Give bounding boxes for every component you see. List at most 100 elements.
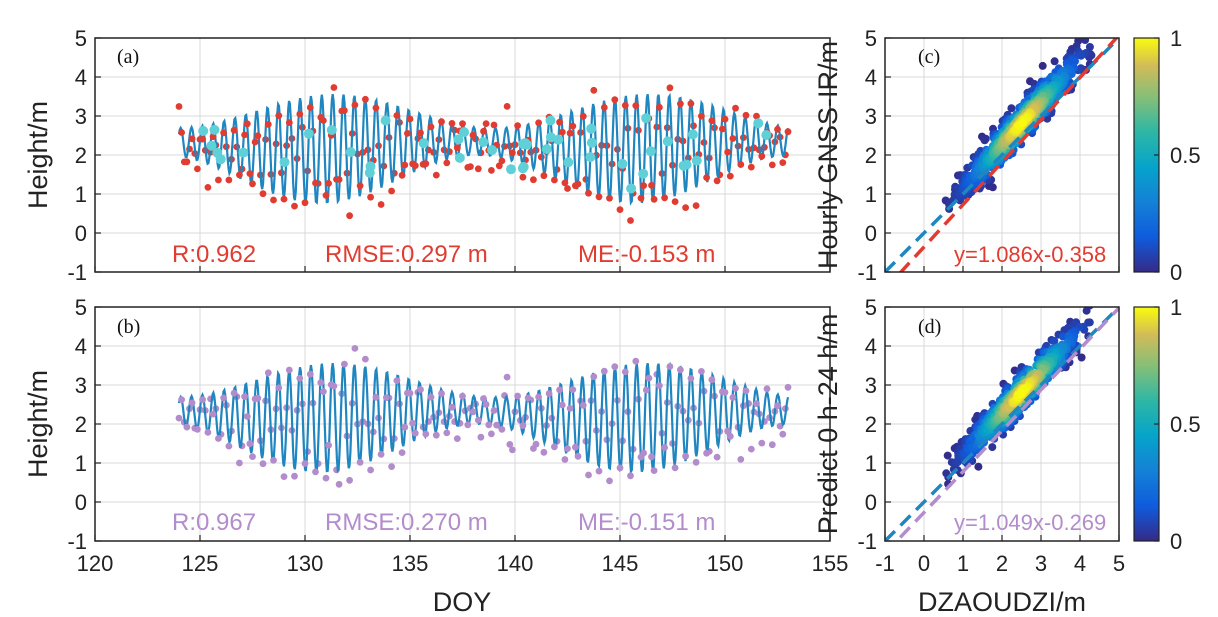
data-point (611, 363, 619, 371)
panel-d-label: (d) (918, 316, 941, 338)
data-point (459, 392, 466, 400)
data-point (199, 135, 207, 143)
data-point (236, 171, 243, 179)
data-point (682, 452, 689, 460)
panel-d-frame (884, 306, 1120, 542)
data-point (637, 194, 645, 202)
data-point (540, 172, 548, 180)
data-point (335, 480, 343, 488)
data-point (485, 421, 493, 429)
x-tick-label: 155 (812, 551, 849, 576)
panel-d-xlabel: DZAOUDZI/m (918, 587, 1086, 617)
panel-b-label: (b) (117, 316, 140, 338)
data-point (677, 366, 684, 374)
panel-c-density-points (941, 38, 1096, 213)
data-point (650, 195, 658, 203)
panel-d-one-to-one-line (885, 307, 1119, 541)
panel-c-equation: y=1.086x-0.358 (954, 242, 1106, 267)
x-tick-label: 0 (918, 551, 930, 576)
data-point (296, 374, 304, 382)
data-point (506, 441, 514, 448)
data-point (362, 95, 369, 103)
colorbar-tick-label: 0.5 (1170, 412, 1201, 437)
data-point (330, 382, 338, 390)
data-point (779, 159, 787, 167)
data-point (645, 374, 653, 382)
data-point (713, 177, 721, 185)
data-point (724, 148, 731, 156)
data-point (280, 195, 288, 203)
panel-a-stat-rmse: RMSE:0.297 m (325, 241, 488, 268)
data-point (517, 163, 528, 174)
data-point (178, 129, 186, 136)
data-point (545, 132, 556, 143)
data-point (487, 145, 498, 155)
data-point (1077, 353, 1086, 362)
x-tick-label: 145 (602, 551, 639, 576)
data-point (671, 198, 679, 206)
data-point (724, 427, 731, 435)
data-point (488, 167, 495, 174)
data-point (632, 357, 640, 365)
y-tick-label: -1 (67, 529, 87, 554)
data-point (417, 129, 424, 137)
data-point (545, 390, 553, 397)
data-point (372, 393, 380, 401)
data-point (656, 103, 663, 111)
data-point (519, 422, 527, 429)
data-point (758, 439, 766, 447)
data-point (1082, 307, 1091, 315)
y-tick-label: 3 (75, 373, 87, 398)
data-point (220, 129, 228, 137)
data-point (199, 396, 207, 404)
data-point (388, 463, 395, 470)
data-point (474, 165, 482, 173)
data-point (454, 152, 465, 163)
data-point (422, 430, 430, 438)
data-point (275, 384, 283, 392)
colorbar-tick-label: 0 (1170, 260, 1182, 285)
panel-c-label: (c) (918, 46, 940, 68)
data-point (325, 441, 332, 449)
data-point (194, 165, 201, 173)
data-point (585, 152, 596, 163)
data-point (285, 366, 293, 374)
data-point (535, 119, 542, 127)
data-point (721, 389, 729, 396)
data-point (753, 118, 764, 129)
data-point (320, 388, 327, 395)
data-point (275, 112, 283, 119)
data-point (427, 123, 435, 131)
panel-d-ylabel: Predict 0 h-24 h/m (813, 314, 843, 535)
x-tick-label: 130 (287, 551, 324, 576)
colorbar-tick-label: 1 (1170, 295, 1182, 320)
data-point (662, 136, 673, 147)
data-point (291, 202, 298, 210)
data-point (632, 102, 640, 109)
data-point (503, 103, 511, 110)
data-point (188, 135, 196, 143)
data-point (600, 367, 608, 375)
data-point (346, 212, 353, 220)
data-point (698, 368, 705, 375)
data-point (545, 115, 556, 126)
panel-c-y-ticks: -1 0 1 2 3 4 5 (857, 26, 877, 285)
data-point (241, 131, 249, 139)
y-tick-label: -1 (67, 260, 87, 285)
data-point (346, 476, 353, 484)
data-point (498, 157, 506, 165)
data-point (320, 117, 327, 124)
data-point (264, 369, 272, 377)
data-point (774, 125, 781, 133)
data-point (661, 194, 668, 202)
data-point (225, 176, 233, 184)
data-point (621, 368, 629, 376)
data-point (493, 421, 500, 429)
data-point (753, 400, 760, 407)
data-point (558, 128, 566, 136)
data-point (209, 133, 217, 141)
data-point (585, 189, 592, 197)
data-point (556, 118, 563, 126)
data-point (432, 171, 440, 179)
